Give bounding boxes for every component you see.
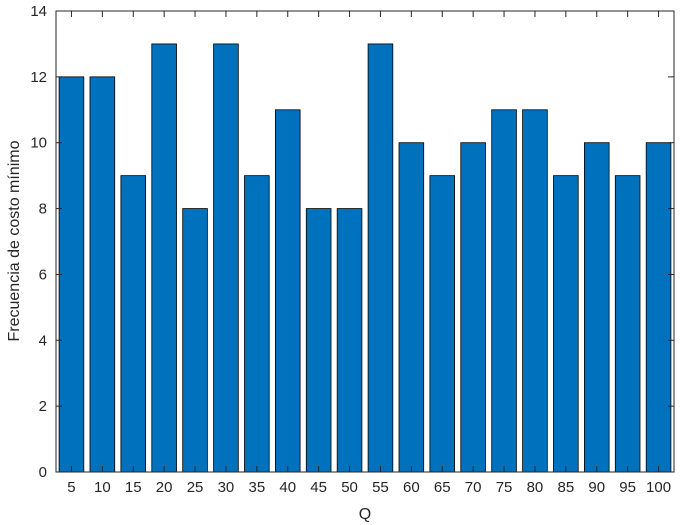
y-tick-label: 8 (39, 201, 47, 218)
bar-90 (583, 142, 610, 473)
bar-25 (182, 208, 208, 473)
x-tick-label: 100 (646, 479, 671, 496)
bar-40 (274, 109, 301, 473)
bar-45 (305, 208, 332, 473)
bar-50 (336, 208, 363, 473)
x-tick-label: 60 (403, 479, 420, 496)
y-tick-label: 2 (39, 398, 47, 415)
x-tick-label: 75 (496, 479, 513, 496)
bar-35 (244, 175, 270, 473)
y-tick-label: 10 (30, 135, 47, 152)
bar-10 (89, 76, 116, 473)
x-tick-label: 95 (619, 479, 636, 496)
x-tick-label: 65 (434, 479, 451, 496)
y-tick-label: 6 (39, 266, 47, 283)
bar-15 (120, 175, 147, 473)
bar-20 (151, 43, 177, 473)
bars-group (58, 43, 672, 473)
bar-65 (429, 175, 456, 473)
x-axis-label: Q (359, 506, 371, 523)
bar-95 (614, 175, 641, 473)
y-tick-label: 12 (30, 69, 47, 86)
axes-box (55, 10, 675, 473)
bar-85 (553, 175, 579, 473)
bar-75 (491, 109, 517, 473)
y-tick-label: 14 (30, 3, 47, 20)
x-tick-label: 50 (341, 479, 358, 496)
x-tick-label: 40 (279, 479, 296, 496)
bar-60 (398, 142, 425, 473)
bar-80 (522, 109, 548, 473)
bar-30 (213, 43, 239, 473)
x-tick-label: 80 (527, 479, 544, 496)
x-tick-label: 30 (218, 479, 235, 496)
bar-55 (367, 43, 394, 473)
x-tick-label: 20 (156, 479, 173, 496)
bar-70 (460, 142, 486, 473)
y-tick-label: 0 (39, 464, 47, 481)
x-tick-label: 55 (372, 479, 389, 496)
x-tick-label: 70 (465, 479, 482, 496)
x-tick-label: 90 (588, 479, 605, 496)
x-tick-label: 85 (558, 479, 575, 496)
x-tick-label: 25 (187, 479, 204, 496)
x-tick-label: 5 (67, 479, 75, 496)
x-tick-label: 35 (249, 479, 266, 496)
y-axis-label: Frecuencia de costo mínimo (6, 140, 23, 341)
x-tick-label: 10 (94, 479, 111, 496)
x-tick-label: 45 (310, 479, 327, 496)
bar-5 (58, 76, 85, 473)
plot-area (56, 11, 674, 472)
x-tick-label: 15 (125, 479, 142, 496)
y-tick-label: 4 (39, 332, 47, 349)
axes-group: 0 2 4 6 8 10 12 14 5 10 15 20 25 30 35 40 45 50 55 60 65 70 75… (30, 3, 675, 496)
bar-100 (645, 142, 672, 473)
